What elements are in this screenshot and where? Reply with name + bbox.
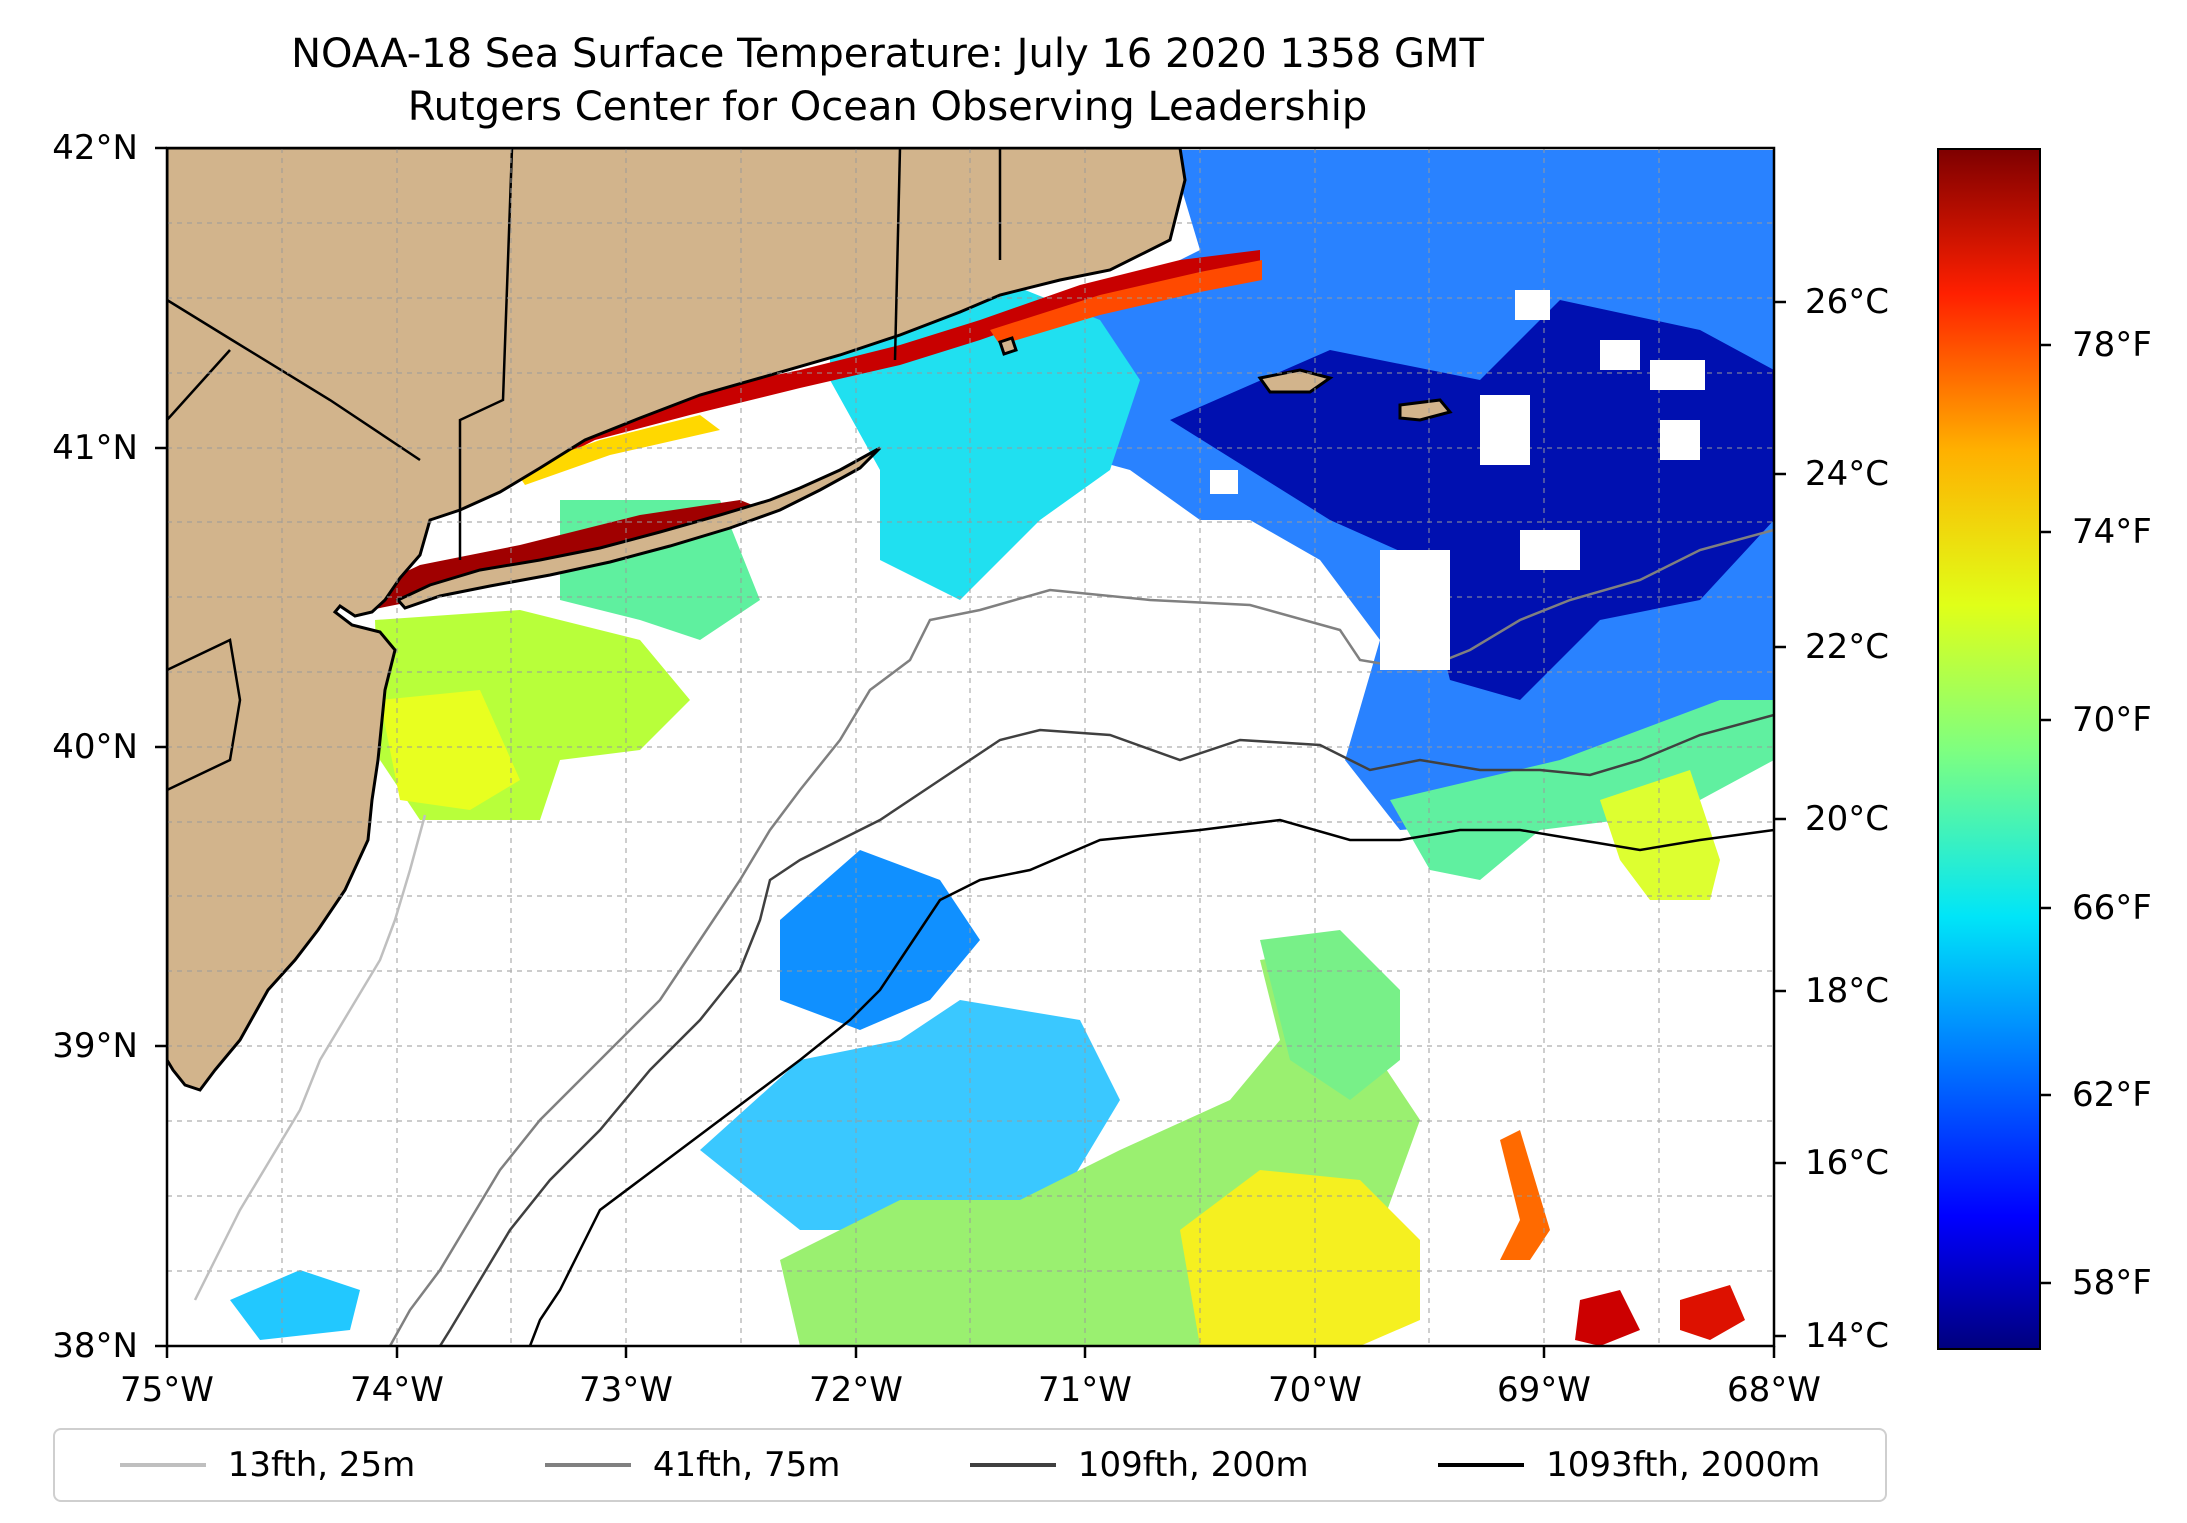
legend-item-75m: 41fth, 75m	[544, 1445, 841, 1485]
celsius-label: 26°C	[1805, 282, 1890, 322]
sst-patch-slope-cyan	[700, 1000, 1120, 1250]
axis-ticks	[155, 146, 2051, 1358]
legend-label: 109fth, 200m	[1077, 1445, 1309, 1485]
lon-label: 71°W	[1038, 1370, 1132, 1410]
martha-vineyard	[1257, 368, 1334, 394]
contour-200m	[438, 713, 1774, 1346]
celsius-label: 22°C	[1805, 627, 1890, 667]
sst-patch-slope-blue	[780, 850, 980, 1030]
state-borders	[167, 148, 1002, 792]
lon-label: 69°W	[1497, 1370, 1591, 1410]
map-subtitle: Rutgers Center for Ocean Observing Leade…	[407, 84, 1368, 130]
legend-item-200m: 109fth, 200m	[969, 1445, 1309, 1485]
sst-patch-deep-blue	[1170, 300, 1774, 700]
gridlines	[167, 148, 1774, 1346]
legend-label: 13fth, 25m	[227, 1445, 416, 1485]
lat-label: 42°N	[52, 128, 138, 168]
celsius-label: 16°C	[1805, 1143, 1890, 1183]
sst-patch-mid-green	[1260, 930, 1400, 1100]
lon-label: 72°W	[809, 1370, 903, 1410]
legend-line-icon	[969, 1463, 1056, 1467]
legend-label: 1093fth, 2000m	[1546, 1445, 1821, 1485]
sst-patch-ny-bight-yellow	[380, 690, 520, 810]
sst-patch-warm-streak	[1500, 1130, 1550, 1260]
map-title: NOAA-18 Sea Surface Temperature: July 16…	[291, 31, 1484, 77]
sst-patch-warm-spot-1	[1575, 1290, 1640, 1346]
temperature-colorbar	[1937, 148, 2041, 1350]
legend-line-icon	[119, 1463, 206, 1467]
lat-label: 39°N	[52, 1026, 138, 1066]
legend-line-icon	[544, 1463, 631, 1467]
fahrenheit-label: 78°F	[2072, 325, 2152, 365]
celsius-label: 14°C	[1805, 1316, 1890, 1356]
sst-patch-far-east-yellow	[1600, 770, 1720, 900]
legend-item-2000m: 1093fth, 2000m	[1438, 1445, 1820, 1485]
fahrenheit-label: 58°F	[2072, 1263, 2152, 1303]
contour-2000m	[528, 818, 1774, 1346]
sst-patch-sw-cyan	[230, 1270, 360, 1340]
legend-label: 41fth, 75m	[652, 1445, 841, 1485]
lon-label: 73°W	[579, 1370, 673, 1410]
sst-patch-warm-spot-2	[1680, 1285, 1745, 1340]
contour-legend: 13fth, 25m 41fth, 75m 109fth, 200m 1093f…	[53, 1428, 1887, 1502]
legend-line-icon	[1438, 1463, 1525, 1467]
contour-25m	[193, 814, 427, 1301]
lon-label: 70°W	[1268, 1370, 1362, 1410]
lat-label: 38°N	[52, 1326, 138, 1366]
lon-label: 68°W	[1727, 1370, 1821, 1410]
long-island	[395, 446, 882, 610]
fahrenheit-label: 66°F	[2072, 888, 2152, 928]
sst-patch-south-yellow	[1180, 1170, 1420, 1346]
lon-label: 74°W	[350, 1370, 444, 1410]
lat-label: 40°N	[52, 727, 138, 767]
legend-item-25m: 13fth, 25m	[119, 1445, 416, 1485]
lat-label: 41°N	[52, 428, 138, 468]
fahrenheit-label: 62°F	[2072, 1075, 2152, 1115]
nantucket	[1398, 398, 1453, 422]
block-island	[998, 336, 1018, 356]
contour-75m	[388, 528, 1774, 1346]
lon-label: 75°W	[120, 1370, 214, 1410]
celsius-label: 18°C	[1805, 971, 1890, 1011]
cloud-mask	[1210, 290, 1705, 670]
fahrenheit-label: 74°F	[2072, 512, 2152, 552]
celsius-label: 20°C	[1805, 799, 1890, 839]
celsius-label: 24°C	[1805, 454, 1890, 494]
land-mass	[167, 148, 1187, 1092]
fahrenheit-label: 70°F	[2072, 700, 2152, 740]
